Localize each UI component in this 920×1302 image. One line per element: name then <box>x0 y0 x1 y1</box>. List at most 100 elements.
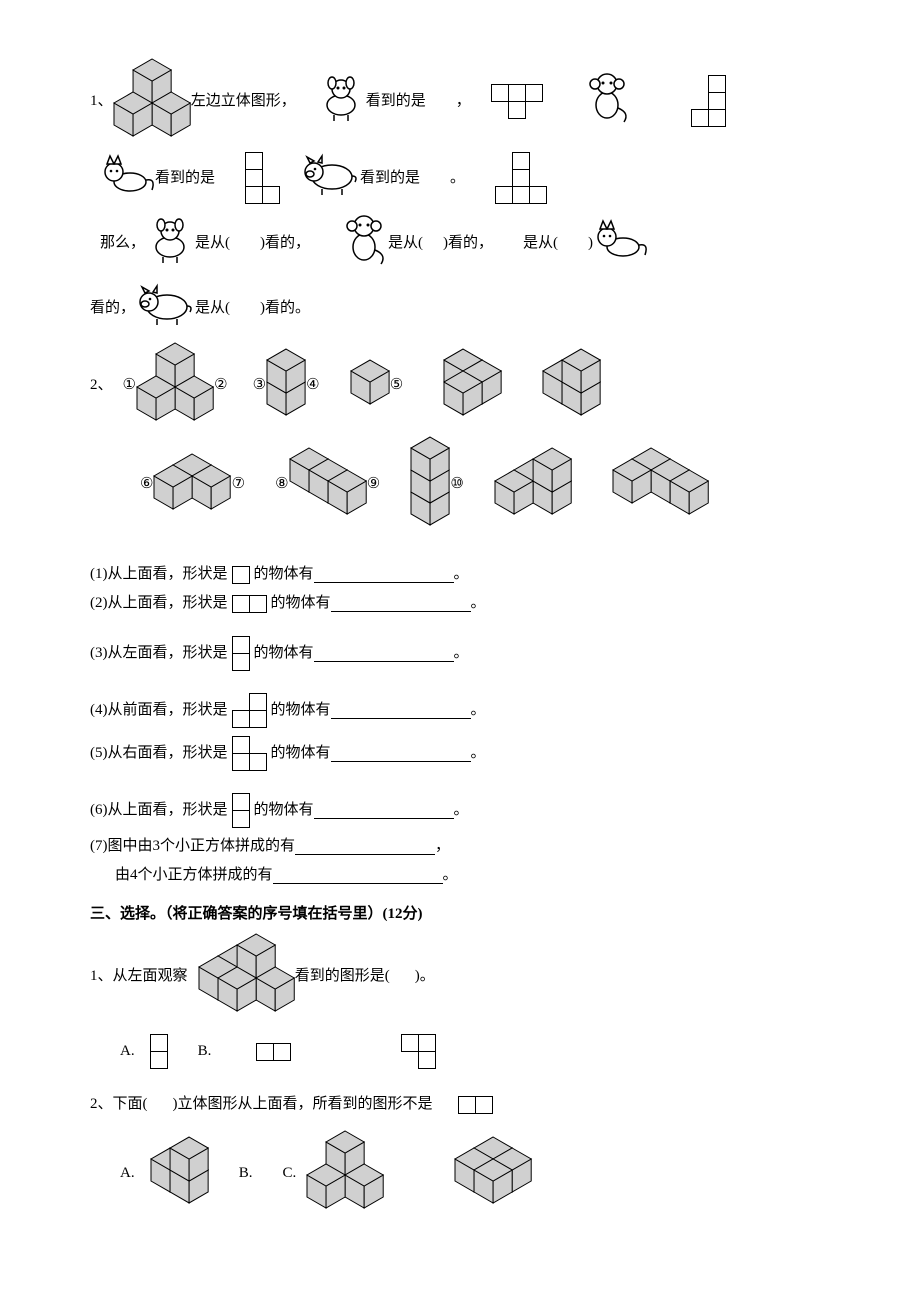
q2-sub6: (6)从上面看，形状是 的物体有 。 <box>90 793 830 828</box>
q1-l4a: 看的， <box>90 298 135 319</box>
q2-sub-pre: (1)从上面看，形状是 <box>90 564 228 585</box>
q2-sub-shape <box>232 793 250 828</box>
optA-label: A. <box>120 1041 135 1062</box>
q1-text3: 看到的是 <box>360 168 420 189</box>
q2-sub-end: 。 <box>454 564 469 585</box>
blank[interactable] <box>314 646 454 662</box>
s3q2-optC[interactable]: C. <box>283 1130 385 1216</box>
q2-sub7a: (7)图中由3个小正方体拼成的有 ， <box>90 836 830 857</box>
sec3-q1-opts: A. B. <box>120 1034 830 1069</box>
optA-label: A. <box>120 1163 135 1184</box>
q1-l3e: )看的， <box>443 233 493 254</box>
q2-sub-pre: (4)从前面看，形状是 <box>90 700 228 721</box>
q2-sub7b: 由4个小正方体拼成的有 。 <box>115 865 830 886</box>
q2-lab6: ⑥ <box>140 474 153 495</box>
blank[interactable] <box>314 803 454 819</box>
q1-l3d: 是从( <box>388 233 423 254</box>
cube-solid-main <box>113 58 191 144</box>
s3q1-optC[interactable] <box>401 1034 436 1069</box>
s3q1-t1: 1、从左面观察 <box>90 966 188 987</box>
blank[interactable] <box>295 839 435 855</box>
s3q2-t1: 2、下面( <box>90 1094 148 1115</box>
q2-s7end: 。 <box>443 865 458 886</box>
optB-label: B. <box>239 1163 253 1184</box>
q2-sub-post: 的物体有 <box>254 800 314 821</box>
q2-sub4: (4)从前面看，形状是 的物体有 。 <box>90 693 830 728</box>
cube-6 <box>153 453 231 517</box>
q1-line4: 看的， 是从( )看的。 <box>90 282 830 334</box>
q2-sub2: (2)从上面看，形状是 的物体有 。 <box>90 593 830 614</box>
s3q1-t3: )。 <box>415 966 435 987</box>
q1-text2: 看到的是 <box>155 168 215 189</box>
q2-number: 2、 <box>90 375 113 396</box>
q1-number: 1、 <box>90 91 113 112</box>
q2-sub-pre: (6)从上面看，形状是 <box>90 800 228 821</box>
q1-period: 。 <box>450 168 465 189</box>
sec3-q2-opts: A. B. C. <box>120 1130 830 1216</box>
s3q2-solidD <box>454 1136 532 1211</box>
q2-lab1: ① <box>123 375 136 396</box>
q2-sub-post: 的物体有 <box>271 700 331 721</box>
q2-sub-end: 。 <box>471 593 486 614</box>
q2-s7a: (7)图中由3个小正方体拼成的有 <box>90 836 295 857</box>
q1-comma: ， <box>456 91 471 112</box>
optC-label: C. <box>283 1163 297 1184</box>
q2-lab8: ⑧ <box>275 474 288 495</box>
q2-sub-end: 。 <box>471 743 486 764</box>
q1-line3: 那么， 是从( )看的， 是从( )看的， 是从( ) <box>90 212 830 274</box>
q2-sub1: (1)从上面看，形状是 的物体有 。 <box>90 564 830 585</box>
pig-icon-2 <box>135 282 195 334</box>
q1-l4b: 是从( <box>195 298 230 319</box>
q2-sub-post: 的物体有 <box>254 564 314 585</box>
s3q1-gridC <box>401 1034 436 1069</box>
blank[interactable] <box>331 703 471 719</box>
s3q1-solid <box>198 933 295 1019</box>
s3q2-solidC <box>306 1130 384 1216</box>
q2-sub5: (5)从右面看，形状是 的物体有 。 <box>90 736 830 771</box>
q2-lab5: ⑤ <box>390 375 403 396</box>
grid-right-L <box>691 75 726 127</box>
q2-sub-shape <box>232 566 250 584</box>
q2-sub-pre: (5)从右面看，形状是 <box>90 743 228 764</box>
blank[interactable] <box>331 746 471 762</box>
q2-sub-post: 的物体有 <box>271 593 331 614</box>
cube-3 <box>266 348 306 423</box>
s3q1-optB[interactable]: B. <box>198 1041 292 1062</box>
dog-icon-2 <box>145 215 195 272</box>
blank[interactable] <box>273 868 443 884</box>
q2-sub-shape <box>232 595 267 613</box>
q2-sub-pre: (2)从上面看，形状是 <box>90 593 228 614</box>
blank[interactable] <box>314 567 454 583</box>
q2-sub-shape <box>232 736 267 771</box>
s3q1-t2: 看到的图形是( <box>295 966 390 987</box>
cube-10b <box>612 447 709 522</box>
s3q1-gridB <box>256 1043 291 1061</box>
s3q1-optA[interactable]: A. <box>120 1034 168 1069</box>
q2-sub-end: 。 <box>471 700 486 721</box>
s3q1-gridA <box>150 1034 168 1069</box>
q1-l3a: 那么， <box>100 233 145 254</box>
q2-lab10: ⑩ <box>450 474 463 495</box>
s3q2-optA[interactable]: A. <box>120 1136 209 1211</box>
cube-9 <box>410 436 450 533</box>
q2-subquestions: (1)从上面看，形状是的物体有。(2)从上面看，形状是的物体有。(3)从左面看，… <box>90 564 830 828</box>
sec3-q1: 1、从左面观察 看到的图形是( )。 <box>90 933 830 1019</box>
q1-line1: 1、 左边立体图形， 看到的是 ， <box>90 58 830 144</box>
grid-pig <box>495 152 547 204</box>
q2-s7b: 由4个小正方体拼成的有 <box>115 865 273 886</box>
q1-text1b: 看到的是 <box>366 91 426 112</box>
sec3-q2: 2、下面( )立体图形从上面看，所看到的图形不是 <box>90 1094 830 1115</box>
q2-lab4: ④ <box>306 375 319 396</box>
q2-sub-end: 。 <box>454 643 469 664</box>
q1-l3c: )看的， <box>260 233 310 254</box>
q2-line1: 2、 ① ② ③ ④ ⑤ <box>90 342 830 428</box>
blank[interactable] <box>331 596 471 612</box>
dog-icon <box>316 73 366 130</box>
s3q2-shape <box>458 1096 493 1114</box>
q2-sub-end: 。 <box>454 800 469 821</box>
grid-top-T <box>491 84 543 119</box>
q2-sub-post: 的物体有 <box>271 743 331 764</box>
pig-icon <box>300 152 360 204</box>
monkey-icon <box>583 70 631 132</box>
cube-5b <box>443 348 502 423</box>
